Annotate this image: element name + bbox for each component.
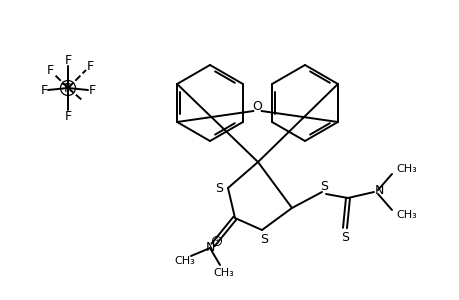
Text: P: P <box>64 82 72 94</box>
Text: CH₃: CH₃ <box>395 164 416 174</box>
Text: CH₃: CH₃ <box>395 210 416 220</box>
Text: N: N <box>374 184 383 197</box>
Text: +: + <box>213 238 219 244</box>
Text: S: S <box>259 233 268 247</box>
Text: S: S <box>340 232 348 244</box>
Text: F: F <box>64 53 72 67</box>
Text: −: − <box>61 80 67 89</box>
Text: F: F <box>46 64 53 76</box>
Text: N: N <box>205 242 214 254</box>
Text: CH₃: CH₃ <box>174 256 195 266</box>
Text: O: O <box>252 100 262 113</box>
Text: F: F <box>40 83 47 97</box>
Text: S: S <box>214 182 223 196</box>
Text: S: S <box>319 179 327 193</box>
Text: F: F <box>86 59 93 73</box>
Text: F: F <box>88 83 95 97</box>
Text: F: F <box>64 110 72 122</box>
Text: CH₃: CH₃ <box>213 268 234 278</box>
